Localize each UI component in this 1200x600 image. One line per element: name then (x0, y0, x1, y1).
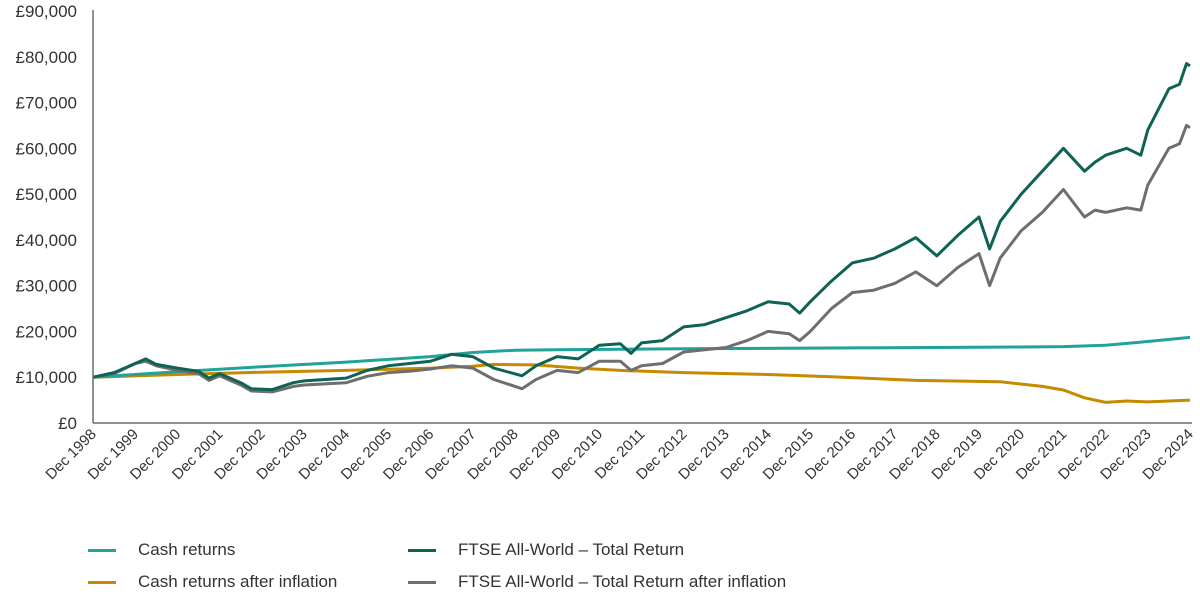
y-tick-label: £30,000 (16, 277, 77, 296)
series-line-2 (92, 62, 1191, 392)
legend-label: FTSE All-World – Total Return after infl… (458, 572, 787, 591)
y-tick-label: £10,000 (16, 368, 77, 387)
legend-item-cash-returns: Cash returns (88, 540, 408, 560)
legend-item-ftse-after-inflation: FTSE All-World – Total Return after infl… (408, 572, 868, 592)
y-tick-label: £80,000 (16, 48, 77, 67)
y-tick-label: £40,000 (16, 231, 77, 250)
legend: Cash returns FTSE All-World – Total Retu… (88, 540, 868, 592)
y-tick-label: £60,000 (16, 139, 77, 158)
y-tick-label: £50,000 (16, 185, 77, 204)
y-tick-label: £20,000 (16, 322, 77, 341)
line-chart: £0 £10,000 £20,000 £30,000 £40,000 £50,000 £60… (16, 2, 1197, 483)
legend-item-cash-after-inflation: Cash returns after inflation (88, 572, 408, 592)
legend-label: Cash returns (138, 540, 236, 559)
legend-swatch (408, 548, 436, 552)
legend-label: FTSE All-World – Total Return (458, 540, 685, 559)
legend-swatch (408, 580, 436, 584)
legend-label: Cash returns after inflation (138, 572, 338, 591)
series-line-3 (92, 123, 1191, 394)
legend-item-ftse-total-return: FTSE All-World – Total Return (408, 540, 868, 560)
y-tick-label: £70,000 (16, 94, 77, 113)
y-tick-label: £0 (58, 414, 77, 433)
legend-swatch (88, 580, 116, 584)
legend-swatch (88, 548, 116, 552)
y-tick-label: £90,000 (16, 2, 77, 21)
series-line-0 (92, 335, 1191, 379)
series-line-1 (92, 362, 1191, 404)
